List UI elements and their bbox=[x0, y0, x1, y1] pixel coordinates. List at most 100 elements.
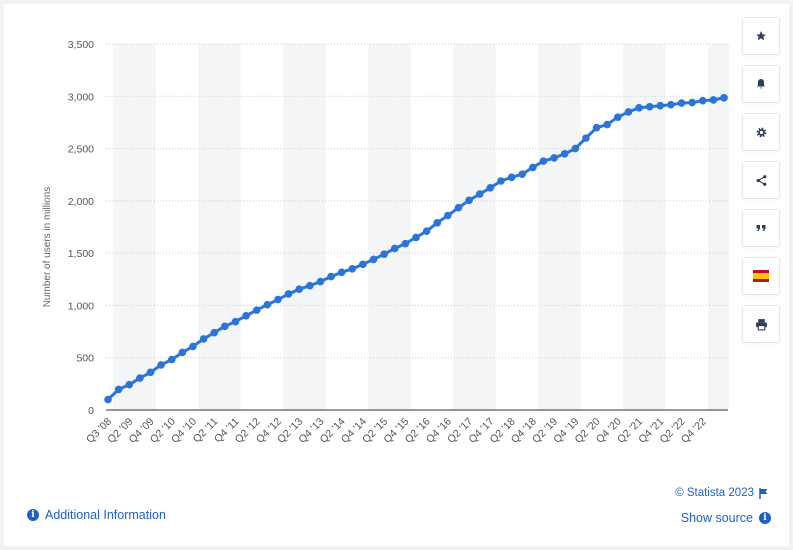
year-band bbox=[708, 44, 730, 410]
language-button[interactable] bbox=[742, 257, 780, 295]
data-point bbox=[178, 348, 187, 357]
data-point bbox=[475, 190, 484, 198]
data-point bbox=[550, 154, 558, 162]
data-point bbox=[412, 233, 420, 242]
data-point bbox=[348, 265, 357, 273]
year-band bbox=[283, 44, 326, 410]
print-icon bbox=[755, 318, 767, 330]
data-point bbox=[603, 120, 611, 129]
data-point bbox=[720, 94, 728, 102]
chart-card: 0 500 1,000 1,500 2,000 2,500 3,000 3,500 Q3 '0… bbox=[4, 4, 789, 546]
settings-button[interactable] bbox=[742, 113, 780, 151]
year-band bbox=[538, 44, 581, 410]
data-point bbox=[592, 123, 601, 132]
info-icon: i bbox=[27, 509, 39, 521]
data-point bbox=[337, 268, 346, 277]
data-point bbox=[613, 113, 622, 121]
data-point bbox=[284, 290, 293, 298]
data-point bbox=[125, 380, 134, 389]
y-tick-label: 3,500 bbox=[68, 39, 94, 51]
data-point bbox=[327, 272, 335, 281]
data-point bbox=[645, 102, 654, 111]
data-point bbox=[316, 277, 325, 286]
data-point bbox=[497, 177, 505, 185]
year-band bbox=[623, 44, 666, 410]
year-band bbox=[453, 44, 496, 410]
spain-flag-icon bbox=[753, 270, 769, 282]
data-point bbox=[571, 144, 580, 153]
data-point bbox=[252, 306, 261, 314]
column-bands bbox=[113, 44, 730, 410]
line-chart: 0 500 1,000 1,500 2,000 2,500 3,000 3,500 Q3 '0… bbox=[42, 39, 730, 446]
flag-icon bbox=[759, 487, 768, 499]
data-point bbox=[157, 361, 165, 369]
data-point bbox=[635, 103, 643, 112]
cite-button[interactable] bbox=[742, 209, 780, 247]
show-source-label: Show source bbox=[680, 511, 753, 525]
quote-icon bbox=[756, 225, 766, 231]
print-button[interactable] bbox=[742, 305, 780, 343]
y-tick-label: 2,500 bbox=[68, 144, 94, 156]
data-point bbox=[380, 250, 388, 258]
favorite-button[interactable] bbox=[742, 17, 780, 55]
data-point bbox=[624, 108, 633, 116]
data-point bbox=[454, 203, 463, 212]
data-point bbox=[465, 196, 473, 205]
data-point bbox=[677, 99, 686, 107]
additional-information-link[interactable]: i Additional Information bbox=[27, 508, 166, 522]
data-point bbox=[667, 100, 675, 109]
data-point bbox=[698, 96, 707, 105]
y-tick-label: 2,000 bbox=[68, 196, 94, 208]
data-point bbox=[486, 183, 495, 192]
y-axis-ticks: 0 500 1,000 1,500 2,000 2,500 3,000 3,500 bbox=[68, 39, 94, 417]
chart-toolbar bbox=[742, 17, 780, 353]
data-point bbox=[305, 281, 314, 290]
data-point bbox=[221, 322, 229, 331]
data-point bbox=[104, 395, 112, 404]
year-band bbox=[198, 44, 241, 410]
bell-icon bbox=[757, 79, 765, 89]
star-icon bbox=[756, 31, 766, 41]
data-point bbox=[709, 96, 718, 104]
additional-information-label: Additional Information bbox=[45, 508, 166, 522]
y-tick-label: 500 bbox=[76, 353, 94, 365]
data-point bbox=[210, 328, 219, 337]
data-point bbox=[263, 300, 272, 309]
data-point bbox=[582, 134, 590, 142]
y-tick-label: 3,000 bbox=[68, 91, 94, 103]
data-point bbox=[114, 385, 123, 394]
data-point bbox=[539, 157, 548, 165]
data-point bbox=[146, 368, 155, 377]
data-point bbox=[518, 170, 527, 178]
data-point bbox=[688, 98, 696, 107]
data-point bbox=[560, 150, 569, 158]
data-point bbox=[199, 335, 208, 343]
data-point bbox=[656, 101, 665, 110]
share-icon bbox=[756, 174, 766, 186]
y-tick-label: 0 bbox=[88, 405, 94, 417]
year-band bbox=[368, 44, 411, 410]
data-point bbox=[401, 239, 410, 248]
data-point bbox=[529, 163, 537, 172]
gear-icon bbox=[756, 127, 766, 137]
data-point bbox=[390, 244, 399, 253]
copyright-link[interactable]: © Statista 2023 bbox=[675, 487, 769, 499]
share-button[interactable] bbox=[742, 161, 780, 199]
show-source-link[interactable]: Show source i bbox=[681, 511, 771, 525]
copyright-text: © Statista 2023 bbox=[675, 487, 754, 499]
data-point bbox=[433, 219, 442, 227]
data-points bbox=[104, 94, 728, 404]
data-point bbox=[231, 317, 240, 326]
y-tick-label: 1,500 bbox=[68, 248, 94, 260]
data-point bbox=[167, 355, 176, 364]
data-point bbox=[274, 295, 282, 304]
year-band bbox=[113, 44, 156, 410]
data-point bbox=[422, 227, 431, 235]
y-axis-title: Number of users in millions bbox=[42, 187, 53, 308]
notification-button[interactable] bbox=[742, 65, 780, 103]
data-point bbox=[444, 211, 452, 220]
data-point bbox=[359, 260, 367, 269]
data-point bbox=[507, 173, 516, 182]
data-point bbox=[189, 342, 197, 351]
